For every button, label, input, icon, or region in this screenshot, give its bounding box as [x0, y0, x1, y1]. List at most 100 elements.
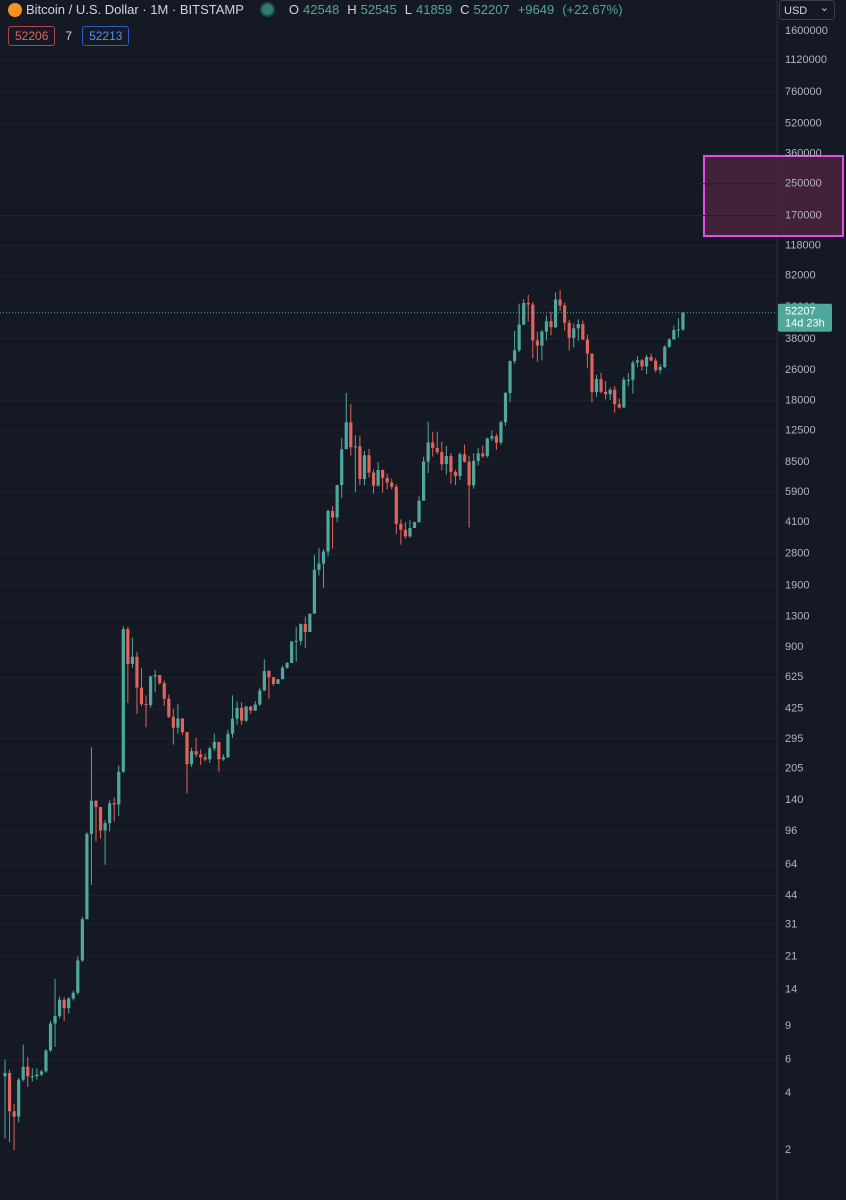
candle-body — [308, 613, 312, 633]
candle-body — [226, 733, 230, 758]
candle-body — [299, 624, 303, 641]
candle-body — [658, 367, 662, 371]
candle-body — [613, 389, 617, 405]
y-tick-label: 520000 — [785, 117, 822, 129]
candle-body — [599, 379, 603, 392]
y-tick-label: 1120000 — [785, 54, 827, 66]
close-value: 52207 — [473, 2, 510, 17]
candle-body — [290, 641, 294, 663]
candle-body — [285, 662, 289, 668]
candle-body — [280, 667, 285, 680]
candle-body — [549, 321, 553, 328]
y-tick-label: 2 — [785, 1144, 791, 1156]
candle-body — [253, 704, 257, 711]
candle-body — [126, 629, 130, 665]
candle-body — [240, 707, 244, 721]
candle-body — [358, 446, 362, 479]
candle-body — [17, 1079, 21, 1117]
y-tick-label: 82000 — [785, 269, 816, 281]
visibility-toggle[interactable] — [259, 2, 275, 17]
candle-body — [476, 453, 480, 461]
y-tick-label: 64 — [785, 859, 797, 871]
y-tick-label: 170000 — [785, 209, 822, 221]
y-tick-label: 1300 — [785, 611, 809, 623]
candle-body — [80, 919, 84, 961]
candle-body — [76, 960, 80, 993]
candle-body — [617, 404, 621, 408]
open-label: O — [288, 2, 300, 17]
y-tick-label: 118000 — [785, 239, 821, 251]
candle-body — [626, 379, 630, 381]
candle-body — [676, 329, 680, 331]
y-tick-label: 205 — [785, 763, 803, 775]
candle-body — [649, 356, 653, 361]
y-tick-label: 5900 — [785, 486, 809, 498]
y-tick-label: 360000 — [785, 148, 822, 160]
y-tick-label: 26000 — [785, 364, 816, 376]
high-value: 52545 — [360, 2, 397, 17]
symbol-icon — [8, 2, 22, 17]
y-tick-label: 96 — [785, 825, 797, 837]
close-label: C — [460, 2, 470, 17]
y-tick-label: 38000 — [785, 333, 816, 345]
candle-body — [167, 698, 171, 717]
candle-body — [458, 454, 462, 476]
currency-select[interactable]: USD — [779, 0, 835, 20]
y-tick-label: 8500 — [785, 456, 809, 468]
candle-body — [508, 361, 512, 393]
candle-body — [385, 477, 389, 483]
candle-body — [371, 472, 376, 486]
candle-body — [98, 806, 103, 831]
candle-body — [667, 339, 671, 347]
candle-body — [517, 324, 521, 351]
candle-body — [244, 706, 248, 721]
candle-body — [531, 304, 535, 341]
candle-body — [490, 436, 494, 439]
candle-body — [631, 362, 635, 380]
candle-body — [362, 455, 367, 479]
candle-body — [62, 999, 66, 1009]
candle-body — [249, 706, 253, 711]
last-price-label: 52207 — [785, 306, 816, 318]
candle-body — [139, 687, 144, 705]
candle-body — [180, 718, 185, 733]
candle-body — [144, 704, 148, 706]
candle-body — [149, 676, 153, 706]
candle-body — [558, 299, 562, 306]
y-tick-label: 4100 — [785, 516, 809, 528]
candle-body — [585, 339, 589, 354]
candle-body — [444, 456, 448, 465]
candle-body — [594, 379, 599, 393]
candle-body — [494, 436, 498, 443]
bid-price[interactable]: 52206 — [8, 26, 56, 46]
candle-body — [89, 800, 94, 834]
candle-body — [467, 461, 471, 486]
candle-body — [71, 992, 75, 999]
candle-body — [553, 299, 558, 328]
y-tick-label: 140 — [785, 794, 803, 806]
y-tick-label: 250000 — [785, 178, 822, 190]
candle-body — [276, 679, 280, 684]
ask-price[interactable]: 52213 — [82, 26, 130, 46]
symbol: Bitcoin / U.S. Dollar · 1M · BITSTAMP — [26, 2, 244, 17]
y-tick-label: 12500 — [785, 424, 816, 436]
candle-body — [567, 322, 571, 338]
candle-body — [258, 690, 262, 705]
candle-body — [130, 656, 134, 665]
candle-body — [644, 356, 649, 367]
candle-body — [590, 353, 594, 393]
candle-body — [622, 379, 626, 408]
candle-body — [535, 340, 539, 346]
y-tick-label: 760000 — [785, 86, 822, 98]
candle-body — [431, 442, 435, 448]
candle-body — [103, 823, 107, 831]
candle-body — [481, 453, 485, 457]
candle-body — [408, 528, 412, 537]
candle-body — [326, 510, 330, 552]
last-price-marker — [778, 303, 832, 332]
candle-body — [503, 392, 508, 423]
candle-body — [30, 1076, 34, 1078]
candle-body — [499, 422, 503, 443]
